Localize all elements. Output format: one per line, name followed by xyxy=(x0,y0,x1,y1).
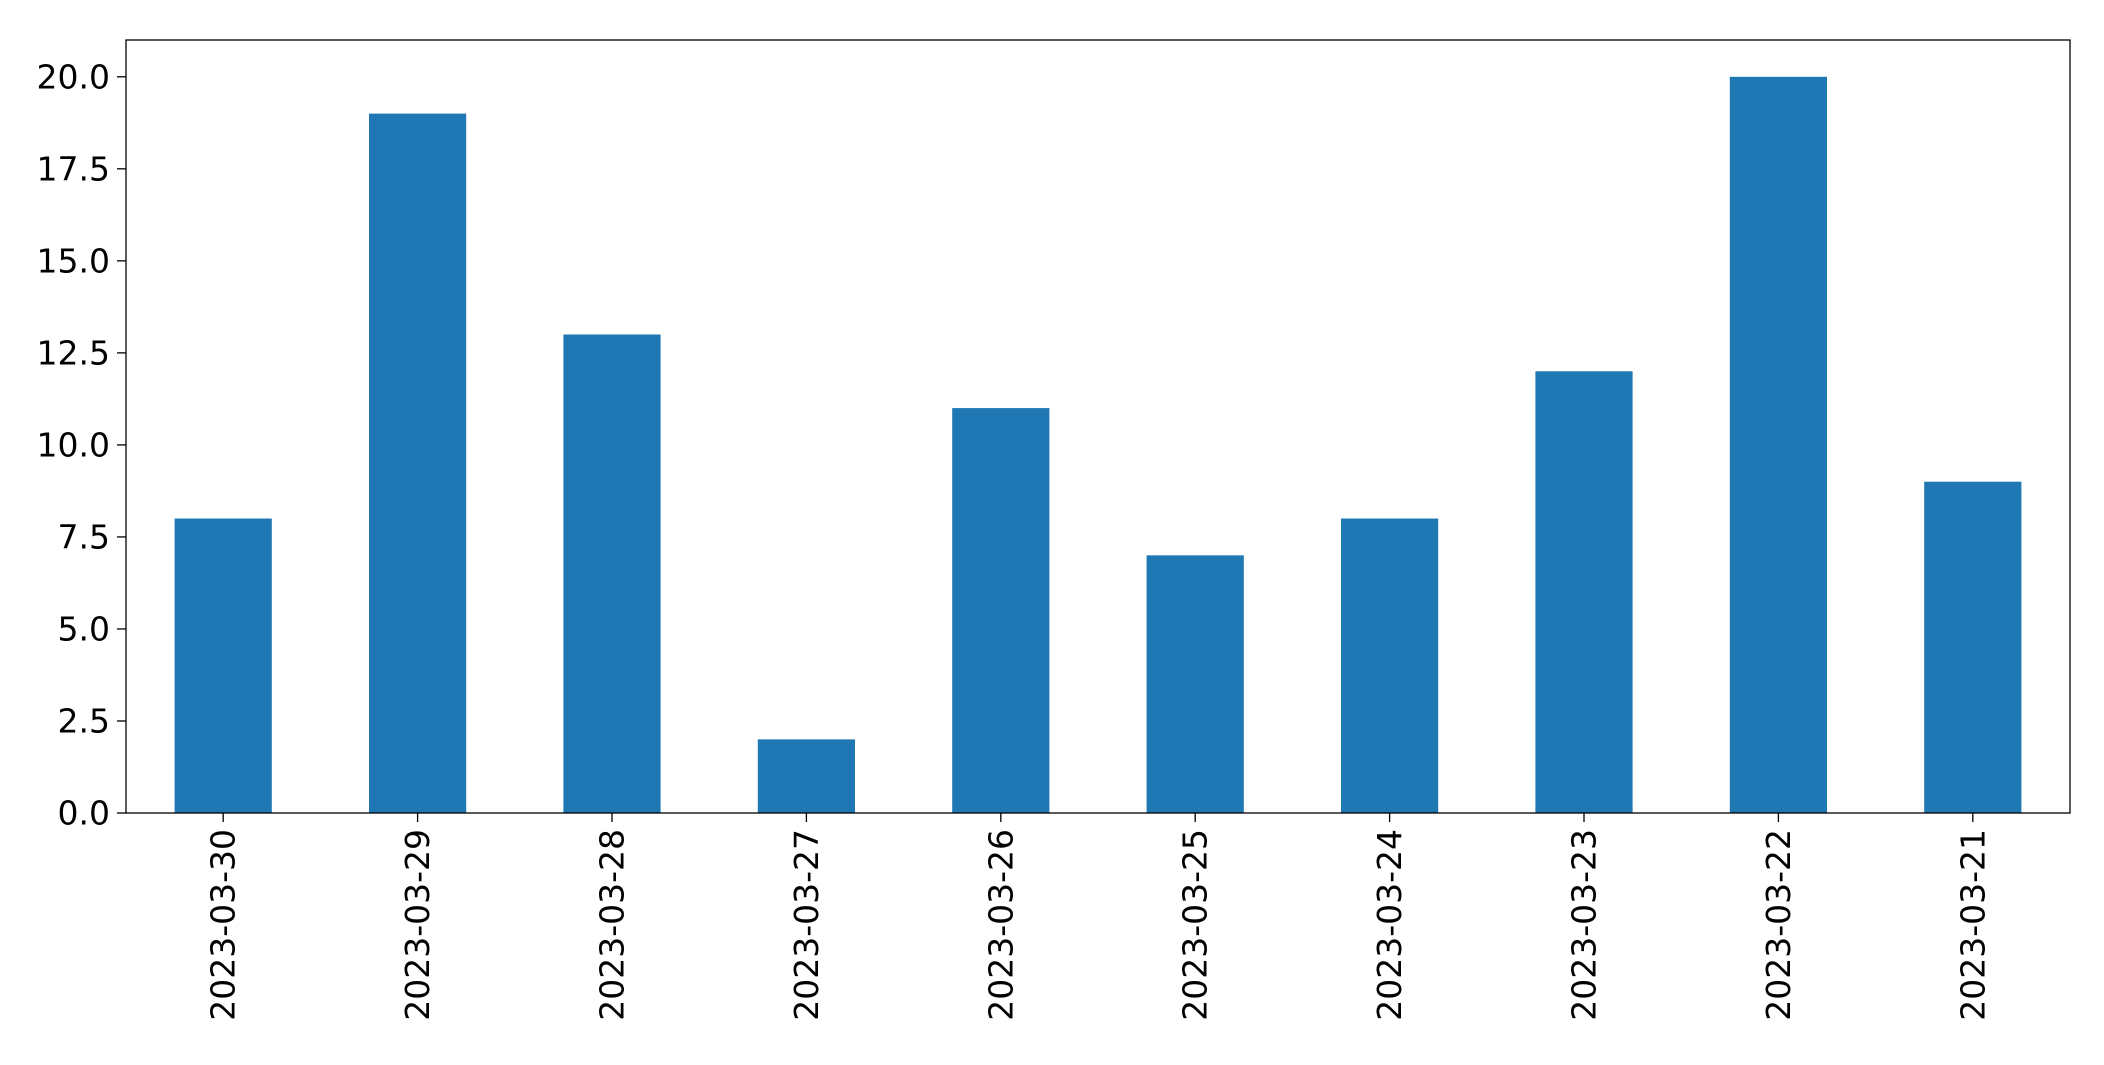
y-tick-label: 17.5 xyxy=(37,149,110,188)
bar-2023-03-27 xyxy=(757,739,855,813)
x-tick-label: 2023-03-28 xyxy=(593,829,632,1021)
x-tick-label: 2023-03-27 xyxy=(787,829,826,1021)
bar-2023-03-22 xyxy=(1729,76,1827,814)
x-tick-label: 2023-03-29 xyxy=(398,829,437,1021)
y-tick-label: 10.0 xyxy=(37,425,110,464)
x-tick-label: 2023-03-22 xyxy=(1759,829,1798,1021)
bar-2023-03-29 xyxy=(369,113,467,814)
y-tick-label: 20.0 xyxy=(37,57,110,96)
x-tick-label: 2023-03-23 xyxy=(1565,829,1604,1021)
bar-2023-03-21 xyxy=(1924,481,2022,813)
bars-layer xyxy=(174,76,2022,814)
bar-2023-03-24 xyxy=(1341,518,1439,813)
x-tick-label: 2023-03-21 xyxy=(1953,829,1992,1021)
x-tick-label: 2023-03-30 xyxy=(204,829,243,1021)
x-tick-label: 2023-03-25 xyxy=(1176,829,1215,1021)
y-axis: 0.0 2.5 5.0 7.5 10.0 12.5 15.0 17.5 20.0 xyxy=(37,57,126,833)
x-tick-label: 2023-03-24 xyxy=(1370,829,1409,1021)
y-tick-label: 2.5 xyxy=(58,701,110,740)
y-tick-label: 5.0 xyxy=(58,609,110,648)
y-tick-label: 7.5 xyxy=(58,517,110,556)
bar-2023-03-23 xyxy=(1535,371,1633,813)
bar-2023-03-26 xyxy=(952,408,1050,813)
y-tick-label: 12.5 xyxy=(37,333,110,372)
bar-2023-03-30 xyxy=(174,518,272,813)
bar-2023-03-25 xyxy=(1146,555,1244,813)
x-axis: 2023-03-30 2023-03-29 2023-03-28 2023-03-27… xyxy=(204,813,1992,1021)
bar-2023-03-28 xyxy=(563,334,661,813)
x-tick-label: 2023-03-26 xyxy=(981,829,1020,1021)
y-tick-label: 0.0 xyxy=(58,794,110,833)
plot-frame xyxy=(125,39,2071,814)
y-tick-label: 15.0 xyxy=(37,241,110,280)
